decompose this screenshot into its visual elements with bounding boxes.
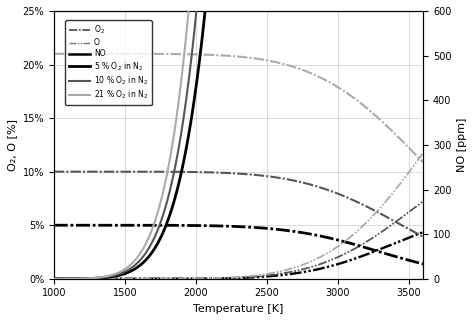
X-axis label: Temperature [K]: Temperature [K] [193, 304, 284, 314]
Y-axis label: NO [ppm]: NO [ppm] [457, 118, 467, 172]
Legend: O$_2$, O, NO, 5 % O$_2$ in N$_2$, 10 % O$_2$ in N$_2$, 21 % O$_2$ in N$_2$: O$_2$, O, NO, 5 % O$_2$ in N$_2$, 10 % O… [65, 20, 152, 105]
Y-axis label: O₂, O [%]: O₂, O [%] [7, 119, 17, 171]
